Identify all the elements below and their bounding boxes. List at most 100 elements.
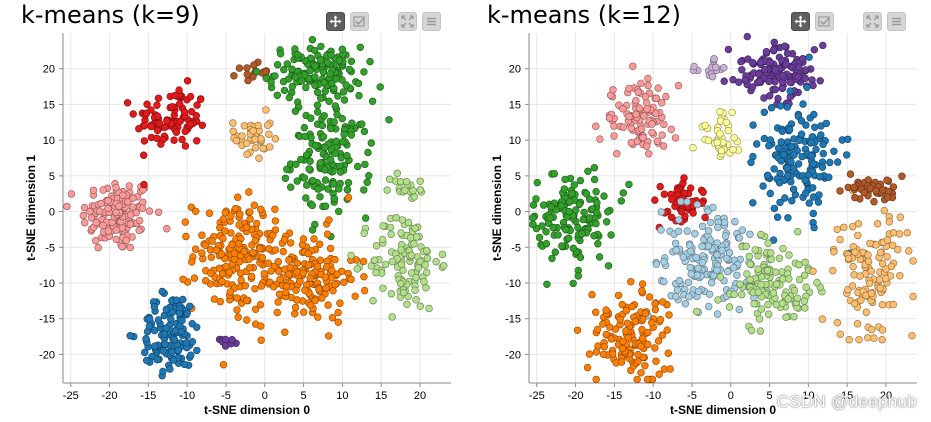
data-point — [849, 262, 857, 271]
data-point — [178, 316, 186, 325]
data-point — [738, 66, 746, 74]
data-point — [625, 84, 633, 93]
data-point — [878, 259, 887, 268]
data-point — [285, 93, 293, 102]
data-point — [689, 144, 697, 152]
data-point — [387, 290, 396, 298]
data-point — [652, 357, 660, 365]
chart-title: k-means (k=12) — [487, 1, 682, 29]
x-tick-label: 0 — [262, 390, 268, 402]
data-point — [675, 216, 683, 224]
data-point — [249, 248, 257, 257]
data-point — [365, 172, 373, 180]
data-point — [304, 261, 313, 269]
cluster-green — [529, 164, 633, 288]
data-point — [250, 61, 258, 69]
data-point — [755, 77, 764, 86]
data-point — [300, 174, 309, 182]
data-point — [704, 207, 712, 215]
reset-zoom-button[interactable] — [863, 12, 882, 31]
data-point — [308, 35, 317, 44]
x-tick-label: 20 — [414, 390, 426, 402]
data-point — [815, 191, 823, 199]
data-point — [219, 234, 227, 243]
pan-button[interactable] — [791, 12, 810, 31]
data-point — [311, 296, 319, 305]
data-point — [432, 258, 440, 266]
data-point — [332, 75, 340, 83]
grid-lines — [529, 33, 917, 383]
data-point — [746, 260, 754, 268]
data-point — [141, 348, 149, 357]
data-point — [378, 235, 387, 244]
data-point — [652, 109, 660, 118]
data-point — [412, 273, 420, 282]
data-point — [306, 274, 314, 282]
select-button[interactable] — [815, 12, 834, 31]
data-point — [850, 271, 858, 279]
data-point — [423, 247, 431, 255]
y-tick-label: -20 — [39, 349, 55, 361]
data-point — [311, 141, 320, 150]
data-point — [320, 112, 328, 120]
select-button[interactable] — [350, 12, 369, 31]
data-point — [242, 223, 251, 232]
x-tick-label: 10 — [336, 390, 348, 402]
data-point — [698, 242, 706, 251]
data-point — [416, 302, 424, 310]
menu-button[interactable] — [887, 12, 906, 31]
data-point — [898, 172, 906, 180]
menu-button[interactable] — [422, 12, 441, 31]
cluster-light-orange — [229, 106, 280, 162]
cluster-green — [252, 35, 384, 113]
data-point — [756, 58, 765, 66]
data-point — [677, 208, 686, 216]
data-point — [228, 336, 236, 344]
x-tick-label: 15 — [841, 390, 853, 402]
data-point — [299, 235, 308, 243]
data-point — [738, 291, 746, 299]
scatter-plot-k9[interactable]: -25 -20 -15 -10 -5 0 5 10 15 20 -20 -15 -10 -5 0 5 10 15 2… — [0, 0, 465, 422]
y-tick-label: 5 — [515, 171, 521, 183]
data-point — [632, 110, 640, 119]
data-point — [372, 242, 381, 250]
data-point — [743, 270, 751, 278]
data-point — [775, 179, 784, 187]
cluster-purple — [720, 32, 827, 109]
data-point — [360, 286, 369, 295]
data-point — [153, 101, 161, 109]
data-point — [568, 190, 576, 198]
cluster-orange — [573, 278, 674, 384]
data-point — [757, 305, 766, 313]
data-point — [321, 143, 329, 152]
data-point — [243, 64, 251, 72]
data-point — [628, 302, 636, 311]
data-point — [694, 264, 702, 272]
data-point — [118, 242, 126, 251]
data-point — [542, 240, 551, 248]
data-point — [256, 301, 265, 309]
data-point — [347, 251, 355, 260]
data-point — [833, 225, 841, 234]
data-point — [208, 237, 216, 245]
data-point — [764, 239, 772, 247]
data-point — [325, 97, 333, 106]
data-point — [193, 323, 201, 331]
pan-button[interactable] — [326, 12, 345, 31]
data-point — [766, 58, 774, 67]
data-point — [283, 165, 291, 174]
data-point — [800, 297, 808, 305]
data-point — [153, 134, 161, 143]
data-point — [243, 316, 251, 324]
data-point — [709, 203, 717, 212]
data-point — [625, 112, 633, 121]
data-point — [614, 291, 623, 300]
data-point — [787, 158, 795, 166]
data-point — [79, 211, 88, 220]
data-point — [561, 175, 569, 184]
reset-zoom-button[interactable] — [398, 12, 417, 31]
data-point — [412, 296, 420, 304]
scatter-plot-k12[interactable]: -25 -20 -15 -10 -5 0 5 10 15 20 -20 -15 -10 -5 0 5 10 15 2… — [466, 0, 931, 422]
x-tick-label: 5 — [300, 390, 306, 402]
data-point — [379, 222, 387, 230]
